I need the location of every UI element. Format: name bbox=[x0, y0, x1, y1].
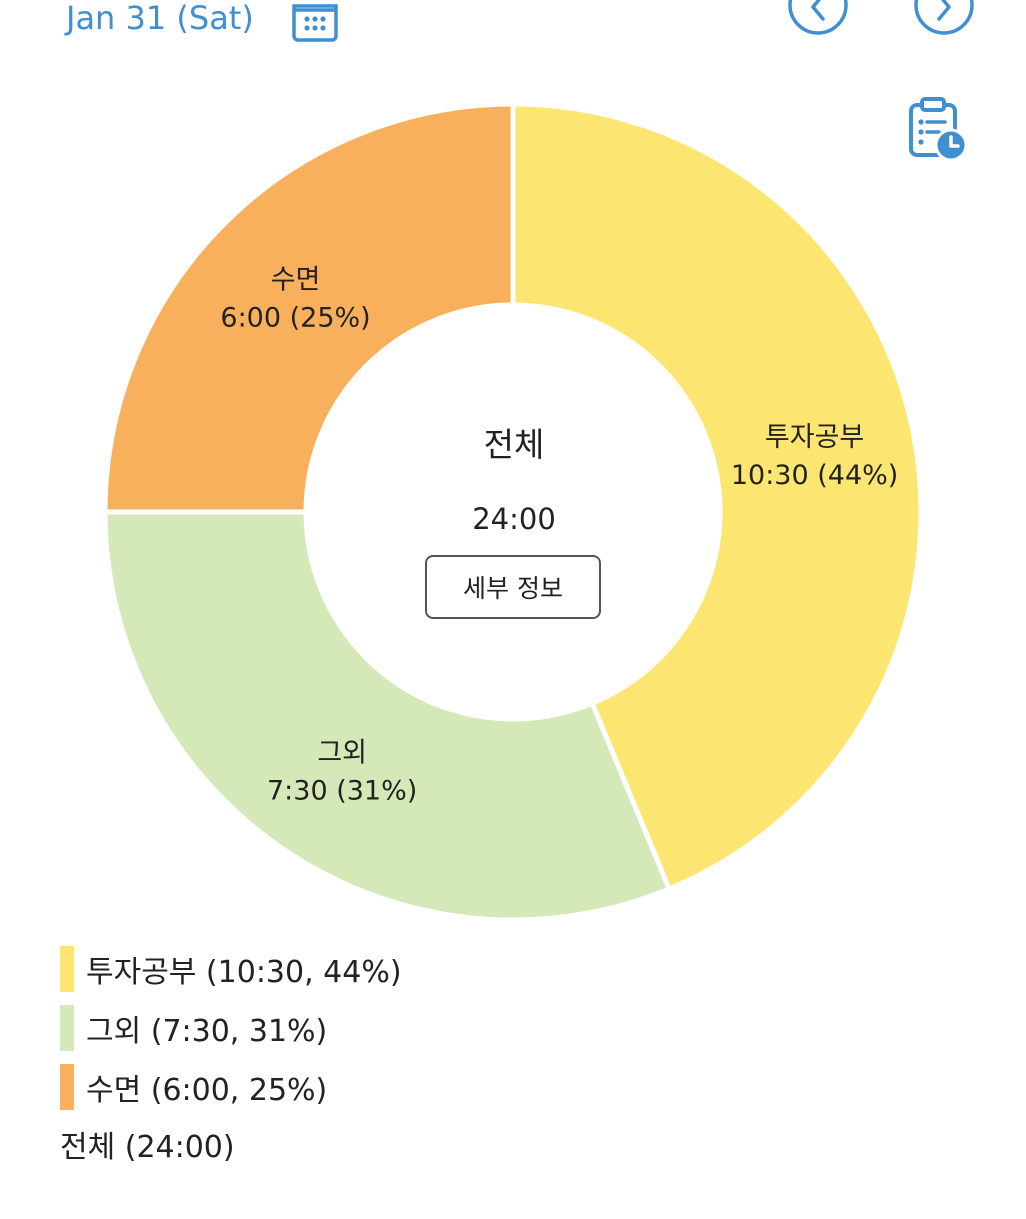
chevron-right-icon bbox=[914, 0, 974, 35]
slice-label-name: 투자공부 bbox=[765, 422, 864, 453]
donut-slice[interactable] bbox=[510, 101, 924, 893]
legend-item: 그외 (7:30, 31%) bbox=[60, 1004, 402, 1052]
legend-item: 투자공부 (10:30, 44%) bbox=[60, 945, 402, 993]
slice-label: 그외 7:30 (31%) bbox=[267, 738, 417, 807]
center-title: 전체 bbox=[483, 425, 545, 464]
donut-slice[interactable] bbox=[102, 509, 673, 923]
slice-label-value: 10:30 (44%) bbox=[731, 460, 898, 491]
clipboard-clock-icon[interactable] bbox=[905, 97, 969, 163]
center-total: 24:00 bbox=[472, 502, 556, 536]
chevron-left-icon bbox=[788, 0, 848, 35]
legend-label: 그외 (7:30, 31%) bbox=[86, 1014, 328, 1049]
legend-label: 수면 (6:00, 25%) bbox=[86, 1073, 328, 1108]
donut-chart: 투자공부 10:30 (44%) 그외 7:30 (31%) 수면 6:00 (25%) bbox=[102, 101, 924, 923]
slice-label: 수면 6:00 (25%) bbox=[220, 265, 370, 334]
donut-slice[interactable] bbox=[102, 101, 516, 515]
legend-total: 전체 (24:00) bbox=[60, 1130, 235, 1165]
slice-label-value: 6:00 (25%) bbox=[220, 303, 370, 334]
legend-swatch bbox=[60, 1005, 74, 1051]
legend-swatch bbox=[60, 1064, 74, 1110]
slice-label-name: 그외 bbox=[317, 738, 367, 769]
detail-info-button[interactable]: 세부 정보 bbox=[425, 555, 601, 619]
slice-label-value: 7:30 (31%) bbox=[267, 776, 417, 807]
prev-day-button[interactable] bbox=[786, 0, 850, 38]
legend: 투자공부 (10:30, 44%) 그외 (7:30, 31%) 수면 (6:0… bbox=[60, 945, 402, 1166]
legend-item: 수면 (6:00, 25%) bbox=[60, 1063, 402, 1111]
next-day-button[interactable] bbox=[912, 0, 976, 38]
legend-swatch bbox=[60, 946, 74, 992]
slice-label: 투자공부 10:30 (44%) bbox=[731, 422, 898, 491]
date-label[interactable]: Jan 31 (Sat) bbox=[66, 0, 254, 37]
calendar-icon[interactable] bbox=[291, 0, 339, 42]
legend-label: 투자공부 (10:30, 44%) bbox=[86, 955, 402, 990]
slice-label-name: 수면 bbox=[271, 265, 321, 296]
